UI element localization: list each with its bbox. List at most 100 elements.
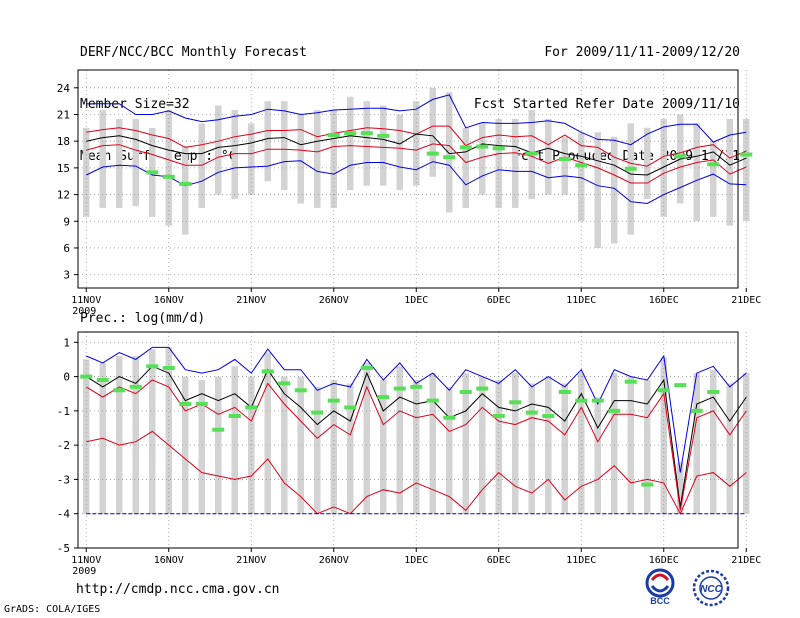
temp-observed-marker — [707, 162, 720, 167]
temp-plot-frame — [77, 69, 739, 289]
temp-observed-marker — [162, 174, 175, 179]
prec-observed-marker — [608, 408, 621, 413]
prec-observed-marker — [327, 398, 340, 403]
prec-xtick-label: 21DEC — [731, 555, 761, 566]
temp-observed-marker — [377, 133, 390, 138]
prec-upper-spread-line — [86, 379, 747, 511]
bcc-logo-text: BCC — [650, 596, 670, 606]
temp-range-bar — [578, 132, 585, 222]
temp-observed-marker — [426, 151, 439, 156]
bcc-logo: BCC — [645, 568, 675, 606]
prec-observed-marker — [459, 390, 472, 394]
prec-range-bar — [726, 383, 733, 514]
temp-range-bar — [380, 105, 387, 186]
prec-observed-marker — [360, 366, 373, 370]
prec-observed-marker — [195, 402, 208, 406]
prec-xtick-label: 21NOV — [236, 555, 266, 566]
temp-ytick-label: 15 — [57, 162, 70, 175]
temp-range-bar — [363, 101, 370, 186]
temp-xtick-year: 2009 — [72, 306, 96, 317]
prec-xtick-label: 16NOV — [154, 555, 184, 566]
temp-ytick-label: 3 — [63, 269, 70, 282]
temp-xtick-label: 21DEC — [731, 295, 761, 306]
temp-observed-marker — [492, 146, 505, 151]
temp-observed-marker — [344, 131, 357, 136]
temp-range-bar — [726, 118, 733, 226]
temp-ensemble-min-line — [86, 160, 747, 205]
temp-ytick-label: 21 — [57, 108, 70, 121]
chart-title: DERF/NCC/BCC Monthly Forecast — [80, 45, 307, 60]
prec-range-bar — [462, 373, 469, 514]
temp-observed-marker — [476, 144, 489, 149]
temp-range-bar — [297, 114, 304, 204]
prec-observed-marker — [96, 378, 109, 382]
prec-observed-marker — [509, 400, 522, 405]
prec-range-bar — [561, 383, 568, 514]
temp-observed-marker — [624, 166, 637, 171]
prec-observed-marker — [311, 410, 324, 415]
temp-range-bar — [231, 110, 238, 200]
prec-observed-marker — [113, 388, 126, 393]
prec-range-bar — [512, 373, 519, 514]
temp-range-bar — [132, 118, 139, 207]
prec-range-bar — [578, 373, 585, 514]
temp-range-bar — [264, 101, 271, 182]
temp-range-bar — [182, 145, 189, 235]
prec-observed-marker — [542, 414, 555, 418]
forecast-period: For 2009/11/11-2009/12/20 — [544, 45, 740, 60]
temp-observed-marker — [443, 155, 456, 160]
prec-observed-marker — [80, 374, 93, 379]
prec-observed-marker — [575, 398, 588, 403]
prec-observed-marker — [690, 408, 703, 413]
temp-range-bar — [495, 118, 502, 208]
ncc-logo-text: NCC — [700, 584, 722, 595]
prec-range-bar — [248, 376, 255, 514]
prec-observed-marker — [426, 398, 439, 403]
temp-xtick-label: 21NOV — [236, 295, 266, 306]
prec-observed-marker — [278, 381, 291, 386]
prec-observed-marker — [146, 364, 159, 369]
prec-range-bar — [545, 376, 552, 514]
prec-observed-marker — [294, 388, 307, 393]
prec-range-bar — [264, 352, 271, 514]
temp-range-bar — [99, 110, 106, 208]
temp-xtick-label: 6DEC — [487, 295, 511, 306]
temp-range-bar — [83, 127, 90, 217]
temp-xtick-label: 11NOV — [71, 295, 101, 306]
temp-observed-marker — [575, 163, 588, 168]
prec-observed-marker — [261, 369, 274, 374]
prec-xtick-year: 2009 — [72, 566, 96, 577]
prec-xtick-label: 11DEC — [566, 555, 596, 566]
grads-credit: GrADS: COLA/IGES — [4, 604, 101, 615]
temp-ensemble-mean-line — [86, 133, 747, 176]
prec-observed-marker — [393, 386, 406, 391]
prec-range-bar — [182, 376, 189, 514]
prec-panel-title: Prec.: log(mm/d) — [80, 311, 205, 326]
prec-observed-marker — [657, 388, 670, 393]
prec-range-bar — [446, 386, 453, 514]
temp-ytick-label: 6 — [63, 242, 70, 255]
prec-observed-marker — [476, 386, 489, 391]
prec-range-bar — [528, 383, 535, 514]
prec-observed-marker — [344, 405, 357, 410]
temp-range-bar — [561, 136, 568, 195]
prec-range-bar — [611, 373, 618, 514]
temp-ensemble-max-line — [86, 94, 747, 146]
temp-range-bar — [479, 123, 486, 195]
prec-observed-marker — [129, 384, 142, 389]
ncc-logo: NCC — [692, 569, 730, 607]
prec-observed-marker — [558, 390, 571, 394]
prec-xtick-label: 26NOV — [319, 555, 349, 566]
prec-range-bar — [413, 380, 420, 514]
temp-ytick-label: 18 — [57, 135, 70, 148]
prec-range-bar — [132, 356, 139, 514]
prec-range-bar — [710, 369, 717, 514]
prec-range-bar — [116, 356, 123, 514]
source-url[interactable]: http://cmdp.ncc.cma.gov.cn — [76, 582, 280, 597]
prec-range-bar — [363, 362, 370, 514]
temp-range-bar — [413, 101, 420, 186]
temp-xtick-label: 16NOV — [154, 295, 184, 306]
temp-range-bar — [215, 105, 222, 195]
temp-range-bar — [347, 96, 354, 191]
